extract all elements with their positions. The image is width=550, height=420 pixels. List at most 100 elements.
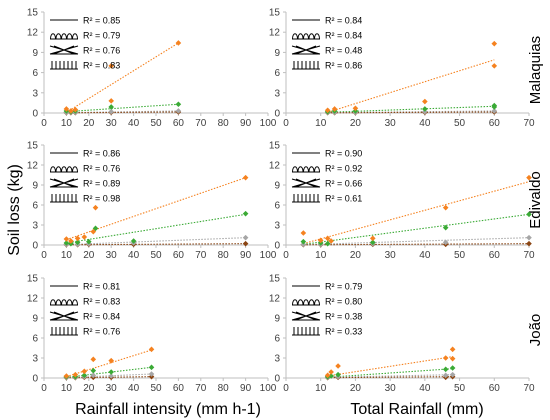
legend-r2-label: R² = 0.83 [83, 297, 120, 307]
legend-r2-label: R² = 0.66 [325, 179, 362, 189]
data-point-orange [324, 372, 331, 379]
site-label-malaquias: Malaquias [527, 36, 544, 104]
data-point-gray [442, 372, 449, 379]
data-point-orange [328, 238, 334, 244]
legend-symbol-crossed [49, 45, 79, 55]
x-tick-label: 20 [350, 118, 362, 129]
data-point-gray [526, 234, 532, 241]
data-point-gray [242, 234, 249, 241]
y-tick-label: 15 [27, 141, 39, 152]
y-tick-label: 0 [32, 374, 38, 385]
legend-r2-label: R² = 0.83 [83, 61, 120, 71]
data-point-green [422, 106, 428, 112]
x-tick-label: 60 [489, 250, 501, 261]
data-point-gray [491, 108, 498, 114]
data-point-orange [92, 204, 99, 211]
legend-r2-label: R² = 0.84 [325, 16, 362, 26]
y-tick-label: 6 [32, 68, 38, 79]
y-tick-label: 6 [274, 68, 280, 79]
data-point-orange [449, 346, 456, 353]
legend-r2-label: R² = 0.90 [325, 149, 362, 159]
data-point-green [81, 372, 88, 379]
data-point-orange [324, 107, 331, 114]
data-point-gray [90, 372, 97, 379]
data-point-green [324, 240, 331, 247]
x-tick-label: 20 [350, 383, 362, 394]
y-tick-label: 12 [269, 294, 281, 305]
data-point-orange [108, 63, 114, 69]
legend-symbol-vertical [292, 327, 320, 336]
data-point-green [242, 210, 249, 217]
data-point-brown [242, 240, 249, 247]
legend-symbol-crossed [49, 178, 79, 188]
x-tick-label: 30 [385, 118, 397, 129]
legend-symbol-crossed [291, 45, 321, 55]
y-tick-label: 0 [274, 374, 280, 385]
legend-r2-label: R² = 0.84 [83, 312, 120, 322]
data-point-orange [108, 98, 114, 104]
legend-symbol-vertical [50, 194, 78, 203]
x-tick-label: 20 [83, 383, 95, 394]
x-tick-label: 30 [106, 250, 118, 261]
x-tick-label: 80 [218, 383, 230, 394]
legend-r2-label: R² = 0.80 [325, 297, 362, 307]
data-point-green [328, 373, 334, 379]
data-point-orange [74, 235, 81, 242]
legend-r2-label: R² = 0.33 [325, 327, 362, 337]
x-tick-label: 10 [315, 250, 327, 261]
x-tick-label: 100 [260, 250, 277, 261]
legend-symbol-vertical [292, 194, 320, 203]
trendline-gray [66, 110, 179, 114]
x-tick-label: 70 [195, 383, 207, 394]
y-tick-label: 0 [274, 241, 280, 252]
x-tick-label: 40 [419, 118, 431, 129]
legend-symbol-crossed [49, 311, 79, 321]
data-point-gray [442, 239, 449, 246]
legend-r2-label: R² = 0.98 [83, 194, 120, 204]
x-tick-label: 10 [61, 250, 73, 261]
y-tick-label: 15 [269, 8, 281, 19]
trendline-green [66, 213, 246, 244]
data-point-orange [148, 346, 155, 353]
y-tick-label: 15 [27, 8, 39, 19]
data-point-orange [68, 108, 74, 114]
legend-symbol-crossed [291, 178, 321, 188]
x-tick-label: 10 [315, 118, 327, 129]
x-tick-label: 60 [173, 383, 185, 394]
y-tick-label: 9 [274, 181, 280, 192]
x-tick-label: 40 [128, 250, 140, 261]
data-point-green [92, 225, 99, 232]
y-tick-label: 12 [269, 161, 281, 172]
y-tick-label: 3 [32, 221, 38, 232]
data-point-orange [90, 356, 97, 363]
legend-symbol-ridges [50, 33, 78, 40]
y-tick-label: 12 [27, 161, 39, 172]
legend-r2-label: R² = 0.76 [83, 46, 120, 56]
x-tick-label: 20 [83, 118, 95, 129]
x-tick-label: 50 [150, 383, 162, 394]
data-point-orange [335, 363, 341, 369]
data-point-green [526, 211, 532, 218]
panel-5: 0 3 6 9 12 15 0 10 20 30 40 50 60 70 R² = 0.79 R² = 0.8… [269, 274, 535, 395]
data-point-orange [324, 235, 331, 242]
data-point-orange [242, 174, 249, 181]
legend-r2-label: R² = 0.84 [325, 31, 362, 41]
x-tick-label: 90 [240, 383, 252, 394]
data-point-brown [526, 240, 532, 247]
x-tick-label: 0 [283, 250, 289, 261]
x-tick-label: 50 [454, 118, 466, 129]
x-tick-label: 80 [218, 118, 230, 129]
data-point-green [108, 104, 114, 110]
data-point-green [108, 369, 114, 375]
legend-symbol-ridges [292, 166, 320, 173]
y-tick-label: 15 [27, 274, 39, 285]
legend-r2-label: R² = 0.79 [83, 31, 120, 41]
x-tick-label: 70 [523, 118, 535, 129]
data-point-gray [449, 371, 456, 378]
trendline-brown [66, 111, 179, 114]
trendline-orange [327, 59, 495, 113]
data-point-green [369, 239, 376, 246]
x-tick-label: 30 [385, 383, 397, 394]
